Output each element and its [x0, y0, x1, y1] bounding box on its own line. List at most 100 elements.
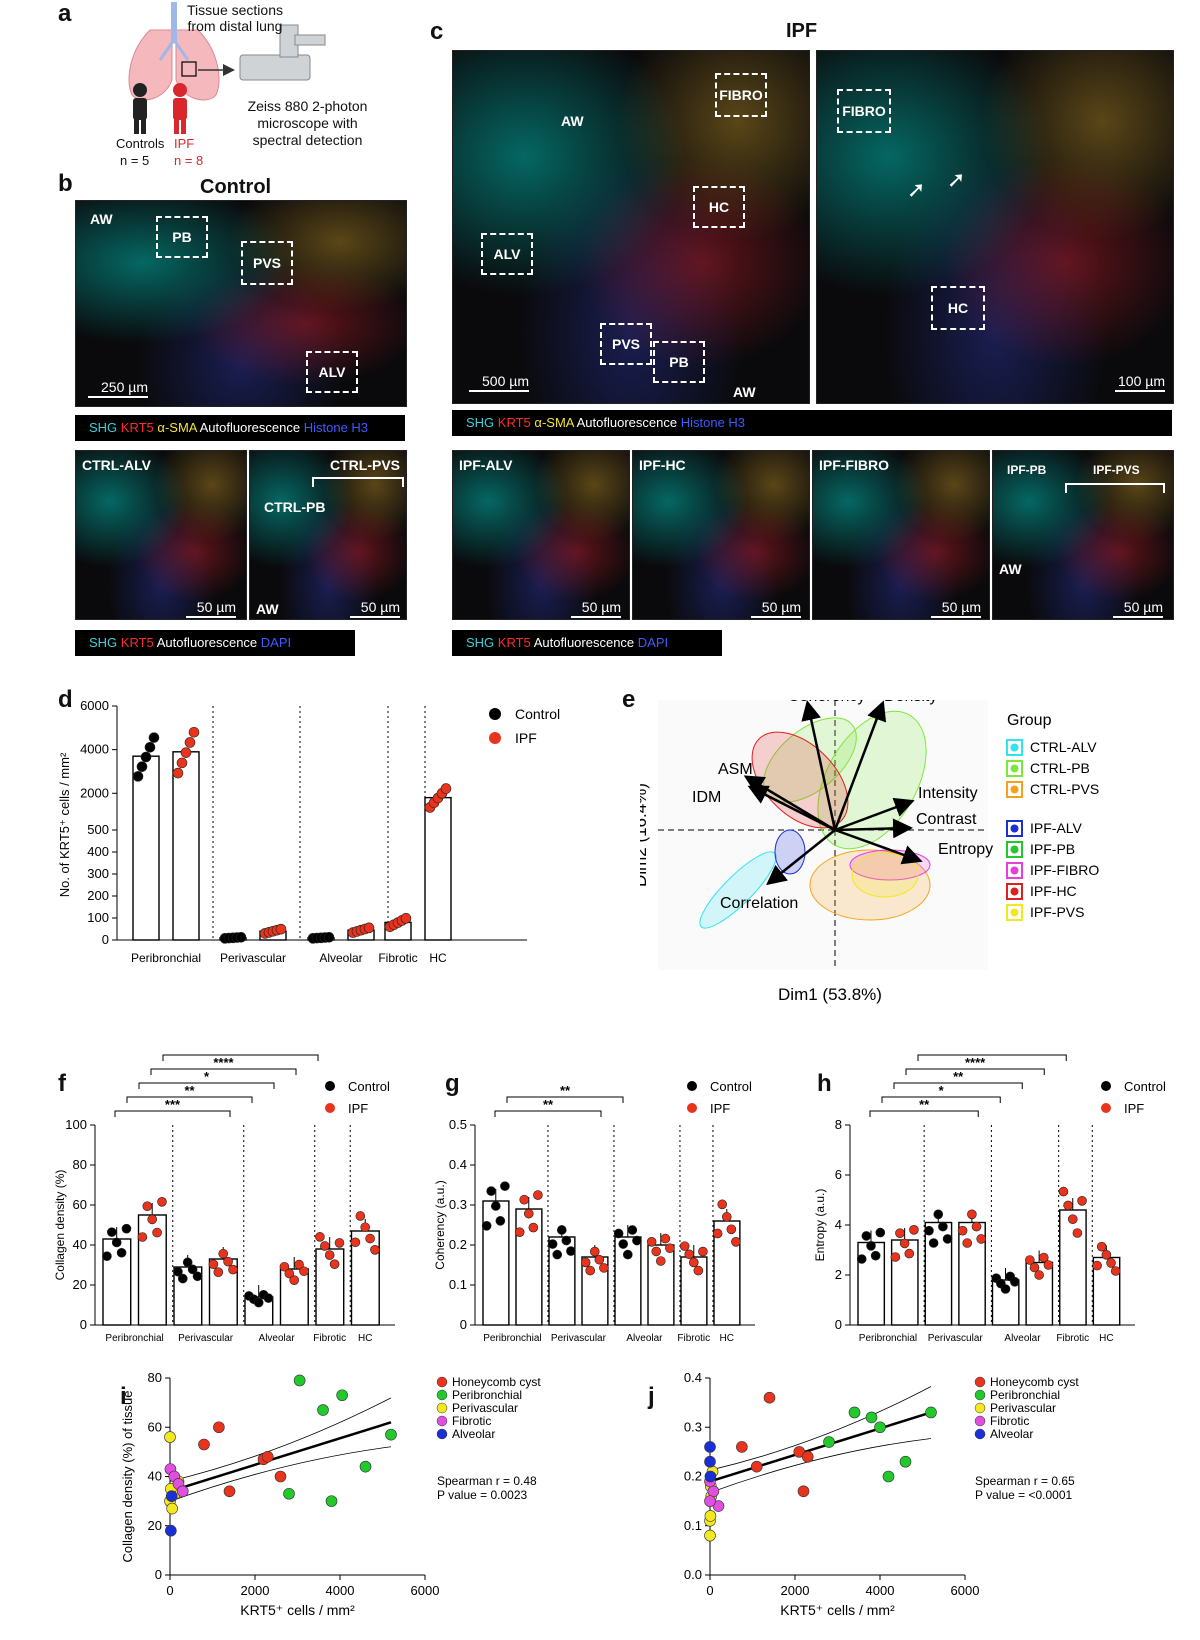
- y-tick-label: 60: [73, 1197, 87, 1212]
- x-tick-label: HC: [720, 1333, 734, 1344]
- data-point: [1058, 1186, 1069, 1197]
- legend-label: CTRL-PVS: [1030, 781, 1099, 797]
- sig-bracket: [494, 1110, 602, 1117]
- ipf-label: IPF: [174, 136, 195, 151]
- legend-marker: [687, 1081, 697, 1091]
- data-point: [317, 1404, 329, 1416]
- y-tick-label: 0.1: [684, 1518, 702, 1533]
- data-point: [909, 1225, 919, 1235]
- data-point: [801, 1451, 814, 1463]
- data-point: [166, 1502, 178, 1515]
- data-point: [440, 783, 452, 794]
- y-tick-label: 20: [148, 1518, 162, 1533]
- data-point: [585, 1265, 596, 1276]
- x-tick-label: HC: [1099, 1333, 1113, 1344]
- data-point: [164, 1431, 176, 1443]
- pb-roi: PB: [156, 216, 208, 258]
- legend-c-auto: Autofluorescence: [576, 415, 678, 430]
- legend-marker: [436, 1402, 448, 1414]
- legend-marker: [974, 1389, 986, 1401]
- data-point: [514, 1227, 525, 1237]
- data-point: [704, 1495, 716, 1507]
- legend-label: IPF-FIBRO: [1030, 862, 1099, 878]
- data-point: [359, 1460, 372, 1473]
- y-tick-label: 100: [87, 910, 109, 925]
- data-point: [1096, 1241, 1107, 1252]
- legend2-c2-dapi: DAPI: [637, 635, 669, 650]
- x-tick-label: Peribronchial: [859, 1333, 917, 1344]
- data-point: [904, 1248, 915, 1259]
- x-tick-label: Perivascular: [551, 1333, 607, 1344]
- data-point: [320, 1241, 330, 1251]
- data-point: [213, 1267, 224, 1277]
- y-tick-label: 0.2: [684, 1469, 702, 1484]
- data-point: [263, 1293, 274, 1303]
- vector-label: Coherency: [788, 700, 865, 705]
- data-point: [490, 1201, 501, 1211]
- y-tick-label: 2: [835, 1267, 842, 1282]
- ci-upper: [169, 1397, 392, 1482]
- vector-label: Intensity: [918, 785, 978, 802]
- legend-asma: α-SMA: [157, 420, 197, 435]
- legend2-auto: Autofluorescence: [156, 635, 258, 650]
- data-point: [552, 1249, 563, 1260]
- ci-upper: [709, 1386, 932, 1471]
- y-tick-label: 0: [460, 1317, 467, 1332]
- data-point: [589, 1246, 600, 1257]
- data-point: [599, 1263, 609, 1273]
- data-point: [1106, 1258, 1116, 1268]
- stain-legend-b: SHG KRT5 α-SMA Autofluorescence Histone …: [75, 415, 405, 441]
- plot-background: [658, 700, 988, 970]
- data-point: [1034, 1270, 1044, 1280]
- loading-vector: [834, 828, 923, 865]
- panel-letter-c: c: [430, 18, 444, 45]
- data-point: [400, 913, 412, 924]
- data-point: [111, 1237, 122, 1248]
- data-point: [704, 1470, 717, 1483]
- data-point: [363, 922, 375, 934]
- legend-label: IPF: [348, 1101, 368, 1116]
- y-tick-label: 0.3: [684, 1419, 702, 1434]
- vector-label: Density: [884, 700, 937, 705]
- data-point: [121, 1223, 132, 1234]
- legend-shg: SHG: [89, 420, 118, 435]
- data-point: [324, 1250, 335, 1260]
- ipf-detail-image: FIBRO HC ➚ ➚ 100 µm: [816, 50, 1174, 404]
- data-point: [865, 1411, 878, 1424]
- legend-label: Alveolar: [990, 1427, 1033, 1441]
- legend-label: Perivascular: [452, 1401, 518, 1415]
- data-point: [721, 1212, 732, 1222]
- data-point: [874, 1421, 886, 1434]
- legend-dot: [1010, 824, 1019, 833]
- ipf-aw-label-3: AW: [999, 561, 1022, 577]
- ipf-hc-image: IPF-HC 50 µm: [632, 450, 810, 620]
- y-tick-label: 400: [87, 844, 109, 859]
- data-point: [1043, 1260, 1054, 1270]
- legend-label: Fibrotic: [452, 1414, 491, 1428]
- data-point: [712, 1228, 723, 1239]
- ci-lower: [709, 1438, 932, 1494]
- scale-bar-500: 500 µm: [469, 373, 529, 392]
- y-tick-label: 0: [102, 932, 109, 947]
- legend-marker: [436, 1376, 448, 1388]
- x-tick-label: Perivascular: [928, 1333, 984, 1344]
- loading-vector: [747, 785, 836, 832]
- controls-label: Controls: [116, 136, 165, 151]
- data-point: [726, 1224, 737, 1235]
- data-point: [1077, 1196, 1087, 1206]
- data-point: [279, 1261, 290, 1272]
- x-tick-label: Fibrotic: [313, 1333, 346, 1344]
- loading-vector: [834, 797, 915, 832]
- ctrl-alv-image: CTRL-ALV 50 µm: [75, 450, 247, 620]
- y-tick-label: 40: [148, 1469, 162, 1484]
- legend-marker: [974, 1402, 986, 1414]
- legend-auto: Autofluorescence: [199, 420, 301, 435]
- data-point: [856, 1254, 867, 1264]
- legend2-dapi: DAPI: [260, 635, 292, 650]
- legend-label: IPF-HC: [1030, 883, 1077, 899]
- data-point: [632, 1235, 642, 1246]
- stats-label: Spearman r = 0.65: [975, 1474, 1075, 1488]
- data-point: [717, 1199, 728, 1210]
- data-point: [188, 726, 200, 738]
- aw-label: AW: [90, 211, 113, 227]
